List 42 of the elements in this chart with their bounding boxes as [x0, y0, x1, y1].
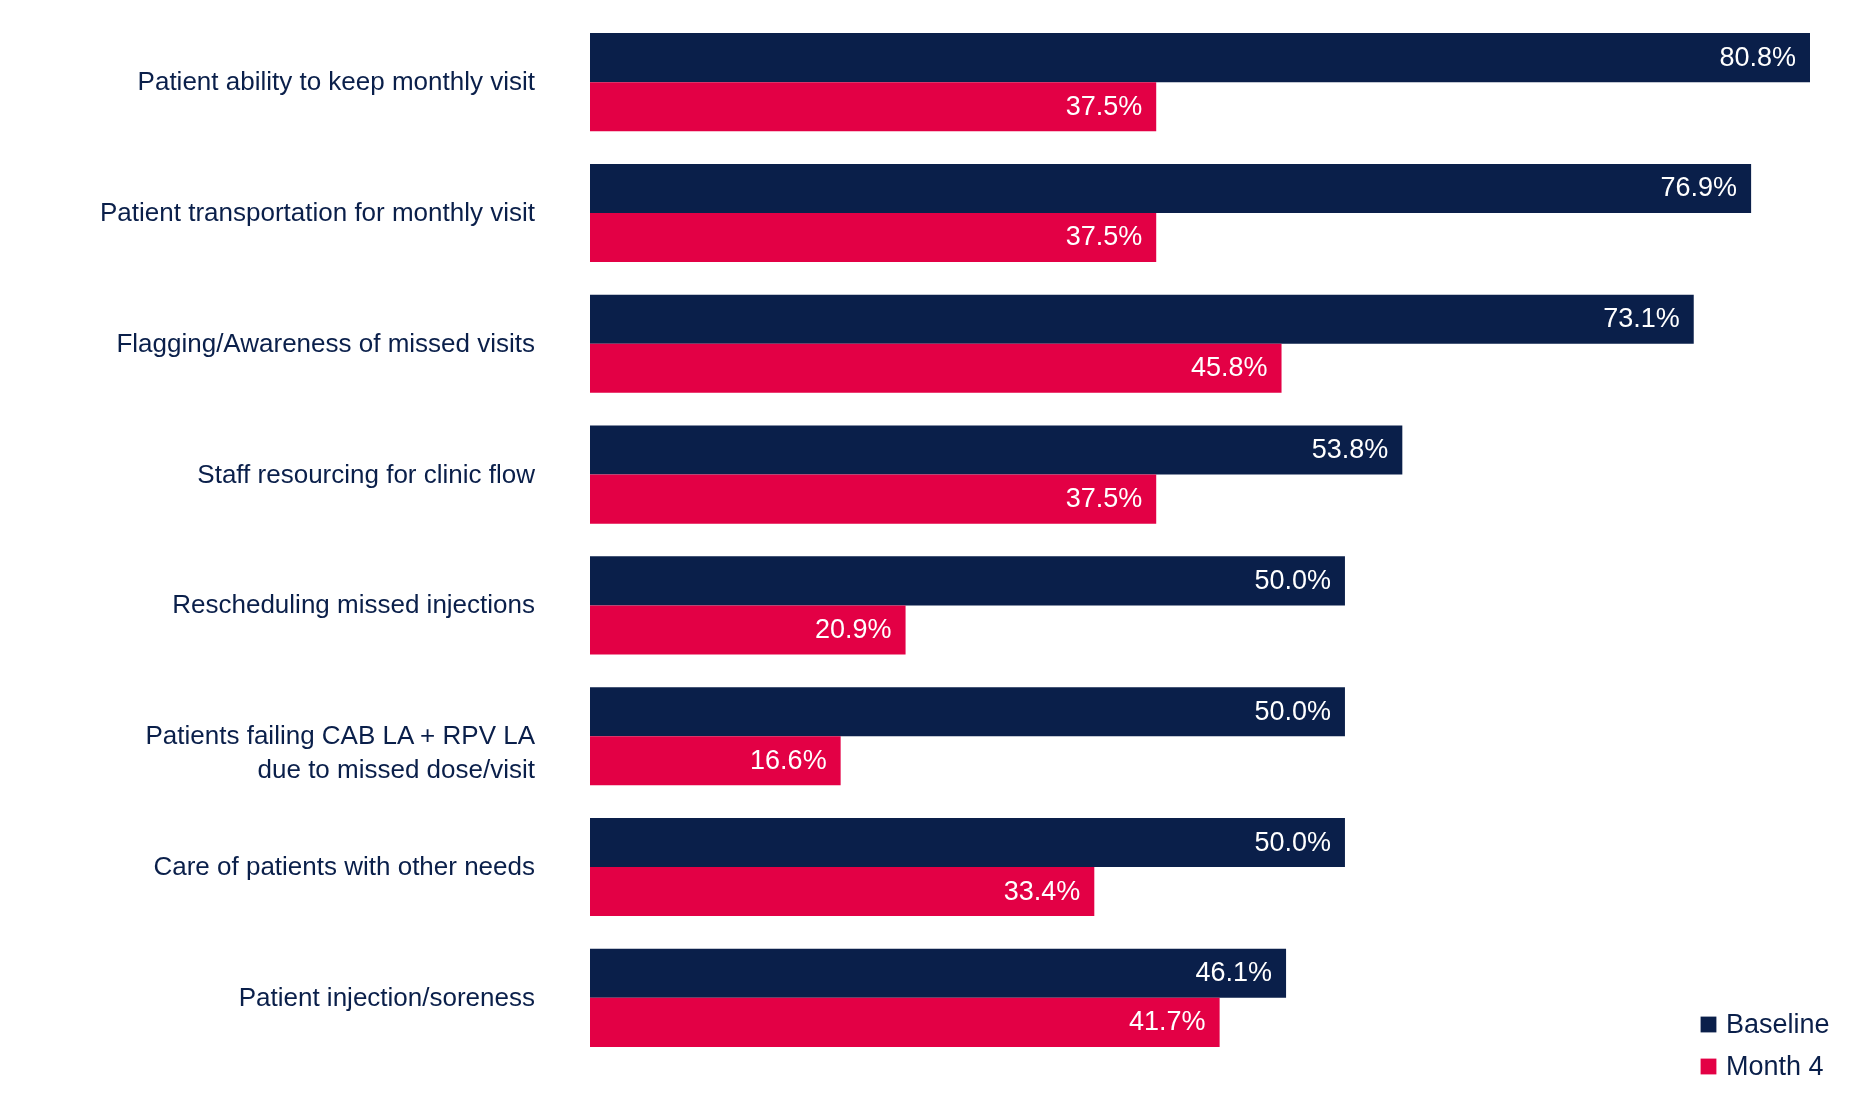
data-label: 80.8% [1719, 41, 1796, 72]
y-tick-label: Patient transportation for monthly visit [100, 196, 536, 227]
y-tick-label: Care of patients with other needs [153, 851, 535, 882]
data-label: 46.1% [1195, 957, 1273, 988]
y-tick-label: Patient injection/soreness [238, 981, 535, 1012]
data-label: 50.0% [1254, 826, 1331, 857]
data-label: 20.9% [815, 613, 892, 644]
y-tick-label: Rescheduling missed injections [172, 589, 535, 620]
y-tick-label: Patients failing CAB LA + RPV LA due to missed dose/visit [145, 720, 536, 785]
bar [590, 212, 1157, 263]
y-tick-label: Patient ability to keep monthly visit [137, 66, 536, 97]
bar [590, 948, 1287, 998]
bar [590, 82, 1157, 132]
bar [590, 556, 1345, 606]
data-label: 53.8% [1311, 434, 1389, 465]
bar [590, 687, 1345, 737]
data-label: 50.0% [1254, 564, 1331, 595]
bar [590, 997, 1220, 1047]
data-label: 16.6% [750, 744, 827, 775]
bar [590, 343, 1282, 393]
bar [590, 33, 1810, 83]
legend-label: Baseline [1726, 1008, 1830, 1039]
data-label: 37.5% [1065, 90, 1143, 121]
bar [590, 605, 906, 655]
y-tick-label: Staff resourcing for clinic flow [197, 458, 536, 489]
data-label: 37.5% [1065, 483, 1143, 514]
legend-label: Month 4 [1726, 1050, 1824, 1081]
data-label: 45.8% [1190, 352, 1268, 383]
bar [590, 736, 841, 786]
bar [590, 425, 1403, 475]
bar [590, 817, 1345, 868]
bar [590, 163, 1752, 213]
data-label: 37.5% [1065, 221, 1143, 252]
bar [590, 294, 1694, 344]
data-label: 50.0% [1254, 695, 1331, 726]
bar [590, 867, 1095, 917]
y-tick-label: Flagging/Awareness of missed visits [116, 327, 535, 358]
data-label: 33.4% [1003, 875, 1081, 906]
bar [590, 474, 1157, 524]
data-label: 73.1% [1603, 303, 1680, 334]
data-label: 41.7% [1129, 1006, 1206, 1037]
data-label: 76.9% [1660, 172, 1738, 203]
